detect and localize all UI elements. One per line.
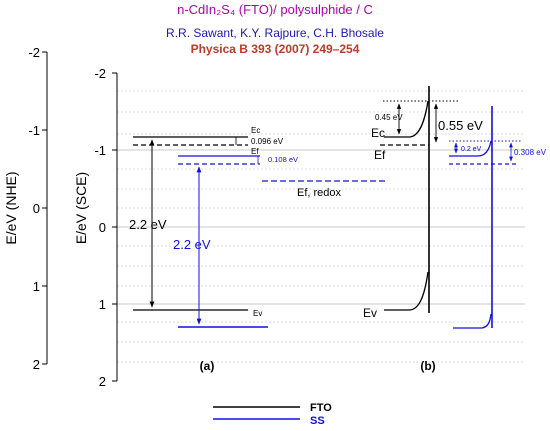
fto-bandgap-label: 2.2 eV [129, 217, 167, 232]
legend-fto-label: FTO [310, 402, 332, 414]
fto-ev-label: Ev [253, 309, 262, 318]
panel-a-label: (a) [200, 359, 215, 373]
sce-axis: -2 -1 0 1 2 E/eV (SCE) [73, 66, 118, 389]
fto-bent-valence-band [384, 271, 429, 311]
legend: FTO SS [213, 402, 332, 427]
horizontal-grid [117, 90, 525, 363]
ss-bandgap-label: 2.2 eV [173, 237, 211, 252]
sce-tick-label: 2 [99, 374, 106, 389]
authors-line: R.R. Sawant, K.Y. Rajpure, C.H. Bhosale [166, 26, 384, 40]
fto-ef-label-b: Ef [374, 148, 386, 162]
ss-bent-valence-band [453, 313, 492, 329]
sce-tick-label: -1 [94, 143, 106, 158]
nhe-tick-label: 0 [33, 201, 40, 216]
diagram-title: n-CdIn₂S₄ (FTO)/ polysulphide / C [177, 2, 373, 17]
sce-tick-label: -2 [94, 66, 106, 81]
fto-ef-label: Ef [251, 147, 259, 156]
ss-bent-conduction-band [449, 140, 492, 157]
panel-b-label: (b) [420, 359, 435, 373]
nhe-axis: -2 -1 0 1 2 E/eV (NHE) [3, 45, 48, 372]
fto-barrier-label: 0.55 eV [438, 118, 483, 133]
sce-tick-label: 1 [99, 297, 106, 312]
fto-bending-label: 0.45 eV [375, 113, 403, 122]
major-gridlines [117, 149, 525, 305]
ss-barrier-label: 0.308 eV [514, 148, 547, 157]
fto-ec-label: Ec [251, 126, 260, 135]
panel-a: Ec Ef 0.096 eV 0.108 eV Ev 2.2 eV 2.2 eV… [129, 126, 385, 373]
panel-b: 0.45 eV Ec Ef 0.55 eV 0.2 eV 0.308 eV Ev… [363, 86, 547, 373]
fto-offset-label: 0.096 eV [251, 137, 284, 146]
ss-offset-label: 0.108 eV [268, 155, 298, 164]
nhe-tick-label: -2 [28, 45, 40, 60]
sce-tick-label: 0 [99, 220, 106, 235]
sce-axis-label: E/eV (SCE) [73, 172, 89, 244]
fto-ec-label-b: Ec [371, 126, 385, 140]
journal-reference: Physica B 393 (2007) 249–254 [190, 42, 360, 56]
nhe-tick-label: -1 [28, 123, 40, 138]
ss-bending-label: 0.2 eV [461, 146, 482, 153]
legend-ss-label: SS [310, 415, 325, 427]
fto-ev-label-b: Ev [363, 306, 377, 320]
nhe-tick-label: 2 [33, 357, 40, 372]
nhe-tick-label: 1 [33, 279, 40, 294]
fto-bent-conduction-band [384, 100, 429, 138]
nhe-axis-label: E/eV (NHE) [3, 171, 19, 244]
redox-label: Ef, redox [297, 187, 342, 199]
